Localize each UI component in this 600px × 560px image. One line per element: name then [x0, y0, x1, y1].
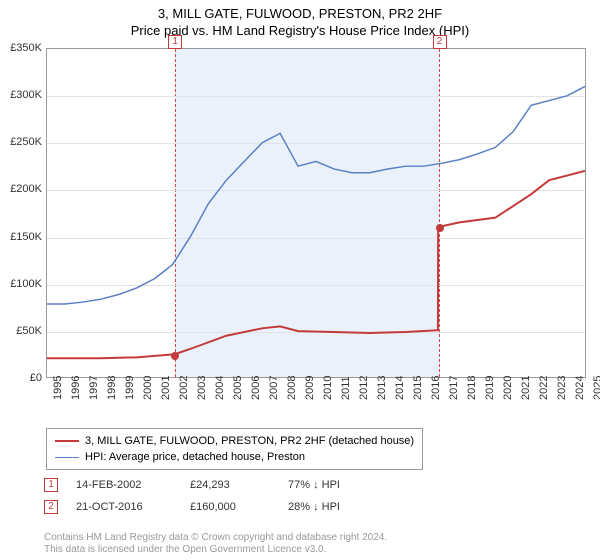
plot-area: 12 [46, 48, 586, 378]
y-axis-label: £50K [0, 325, 42, 337]
legend-label: 3, MILL GATE, FULWOOD, PRESTON, PR2 2HF … [85, 433, 414, 449]
data-point [171, 352, 179, 360]
legend-swatch [55, 440, 79, 442]
title-line2: Price paid vs. HM Land Registry's House … [0, 23, 600, 38]
y-axis-label: £350K [0, 42, 42, 54]
event-delta: 77% ↓ HPI [288, 479, 340, 491]
marker-1: 1 [168, 35, 182, 49]
y-axis-label: £0 [0, 372, 42, 384]
legend-item: HPI: Average price, detached house, Pres… [55, 449, 414, 465]
footer-line2: This data is licensed under the Open Gov… [44, 544, 387, 556]
legend-swatch [55, 457, 79, 458]
x-axis-label: 2025 [592, 376, 600, 400]
y-axis-label: £100K [0, 278, 42, 290]
marker-2: 2 [433, 35, 447, 49]
y-axis-label: £250K [0, 136, 42, 148]
y-axis-label: £150K [0, 231, 42, 243]
line-layer [47, 49, 585, 377]
event-marker: 1 [44, 478, 58, 492]
events-table: 1 14-FEB-2002 £24,293 77% ↓ HPI 2 21-OCT-2016… [44, 474, 340, 518]
series-property [47, 171, 585, 358]
footer-line1: Contains HM Land Registry data © Crown c… [44, 532, 387, 544]
legend: 3, MILL GATE, FULWOOD, PRESTON, PR2 2HF … [46, 428, 423, 470]
y-axis-label: £200K [0, 183, 42, 195]
title-line1: 3, MILL GATE, FULWOOD, PRESTON, PR2 2HF [0, 6, 600, 21]
event-row: 2 21-OCT-2016 £160,000 28% ↓ HPI [44, 496, 340, 518]
series-hpi [47, 86, 585, 303]
event-price: £160,000 [190, 501, 270, 513]
event-date: 21-OCT-2016 [76, 501, 172, 513]
legend-item: 3, MILL GATE, FULWOOD, PRESTON, PR2 2HF … [55, 433, 414, 449]
event-row: 1 14-FEB-2002 £24,293 77% ↓ HPI [44, 474, 340, 496]
event-date: 14-FEB-2002 [76, 479, 172, 491]
y-axis-label: £300K [0, 89, 42, 101]
legend-label: HPI: Average price, detached house, Pres… [85, 449, 305, 465]
data-point [436, 224, 444, 232]
event-marker: 2 [44, 500, 58, 514]
chart: £0£50K£100K£150K£200K£250K£300K£350K 12 … [0, 44, 600, 424]
event-delta: 28% ↓ HPI [288, 501, 340, 513]
event-price: £24,293 [190, 479, 270, 491]
footer: Contains HM Land Registry data © Crown c… [44, 532, 387, 556]
